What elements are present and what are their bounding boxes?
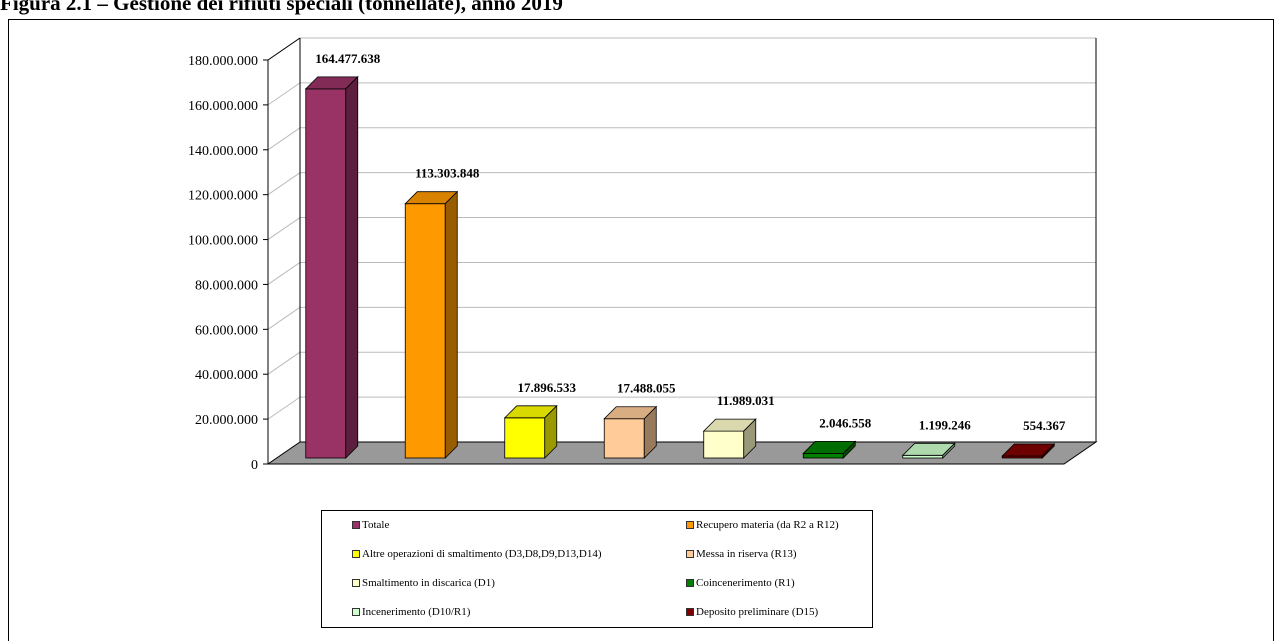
y-tick-label: 20.000.000 <box>195 413 258 428</box>
bar-side <box>345 75 359 459</box>
legend-item: Incenerimento (D10/R1) <box>352 606 470 618</box>
gridline-side <box>267 82 301 106</box>
bar <box>603 418 645 459</box>
legend-label: Recupero materia (da R2 a R12) <box>696 519 839 531</box>
legend-item: Totale <box>352 519 389 531</box>
bar-side <box>743 418 757 459</box>
legend-swatch <box>352 550 360 558</box>
y-tick-label: 160.000.000 <box>188 99 258 114</box>
chart-frame <box>8 19 1274 641</box>
legend-label: Totale <box>362 519 390 531</box>
legend-swatch <box>686 579 694 587</box>
figure-title: Figura 2.1 – Gestione dei rifiuti specia… <box>0 0 563 15</box>
gridline-side <box>267 127 301 151</box>
bar <box>703 430 745 459</box>
legend-item: Coincenerimento (R1) <box>686 577 795 589</box>
legend-label: Deposito preliminare (D15) <box>696 606 819 618</box>
bar <box>305 88 347 459</box>
legend-item: Messa in riserva (R13) <box>686 548 797 560</box>
legend-swatch <box>686 521 694 529</box>
gridline-side <box>267 306 301 330</box>
bar-side <box>942 442 956 459</box>
gridline-side <box>267 217 301 240</box>
y-tick-label: 140.000.000 <box>188 144 258 159</box>
bar-side <box>544 404 558 459</box>
gridline-side <box>267 262 301 285</box>
gridline-side <box>267 351 301 375</box>
data-label: 2.046.558 <box>819 415 872 430</box>
gridline-side <box>267 172 301 196</box>
legend-swatch <box>352 521 360 529</box>
legend-swatch <box>352 608 360 616</box>
y-tick-label: 120.000.000 <box>188 189 258 204</box>
y-tick-label: 40.000.000 <box>195 368 258 383</box>
legend-label: Coincenerimento (R1) <box>696 577 795 589</box>
bar <box>802 453 844 459</box>
chart-legend: Totale Recupero materia (da R2 a R12) Al… <box>321 510 873 628</box>
gridline-side <box>267 396 301 420</box>
legend-label: Smaltimento in discarica (D1) <box>362 577 495 589</box>
y-tick-label: 0 <box>251 458 258 473</box>
y-tick-label: 80.000.000 <box>195 278 258 293</box>
legend-item: Altre operazioni di smaltimento (D3,D8,D… <box>352 548 602 560</box>
chart-floor <box>266 441 1098 465</box>
data-label: 164.477.638 <box>315 51 381 66</box>
bar <box>902 454 944 459</box>
bar-side <box>643 405 657 459</box>
data-label: 113.303.848 <box>415 166 480 181</box>
legend-item: Smaltimento in discarica (D1) <box>352 577 495 589</box>
legend-swatch <box>686 608 694 616</box>
legend-swatch <box>352 579 360 587</box>
data-label: 1.199.246 <box>919 417 972 432</box>
bar-side <box>1041 443 1055 459</box>
data-label: 17.488.055 <box>617 381 676 396</box>
legend-label: Altre operazioni di smaltimento (D3,D8,D… <box>362 548 602 560</box>
legend-swatch <box>686 550 694 558</box>
side-wall-top <box>267 37 301 61</box>
legend-item: Deposito preliminare (D15) <box>686 606 818 618</box>
data-label: 17.896.533 <box>518 380 577 395</box>
data-label: 554.367 <box>1023 418 1066 433</box>
bar <box>504 417 546 459</box>
bar <box>404 203 446 459</box>
bar-side <box>444 190 458 459</box>
legend-label: Incenerimento (D10/R1) <box>362 606 471 618</box>
data-label: 11.989.031 <box>717 393 775 408</box>
y-tick-label: 180.000.000 <box>188 54 258 69</box>
y-tick-label: 100.000.000 <box>188 234 258 249</box>
legend-item: Recupero materia (da R2 a R12) <box>686 519 839 531</box>
y-tick-label: 60.000.000 <box>195 323 258 338</box>
bar-side <box>842 440 856 459</box>
legend-label: Messa in riserva (R13) <box>696 548 797 560</box>
